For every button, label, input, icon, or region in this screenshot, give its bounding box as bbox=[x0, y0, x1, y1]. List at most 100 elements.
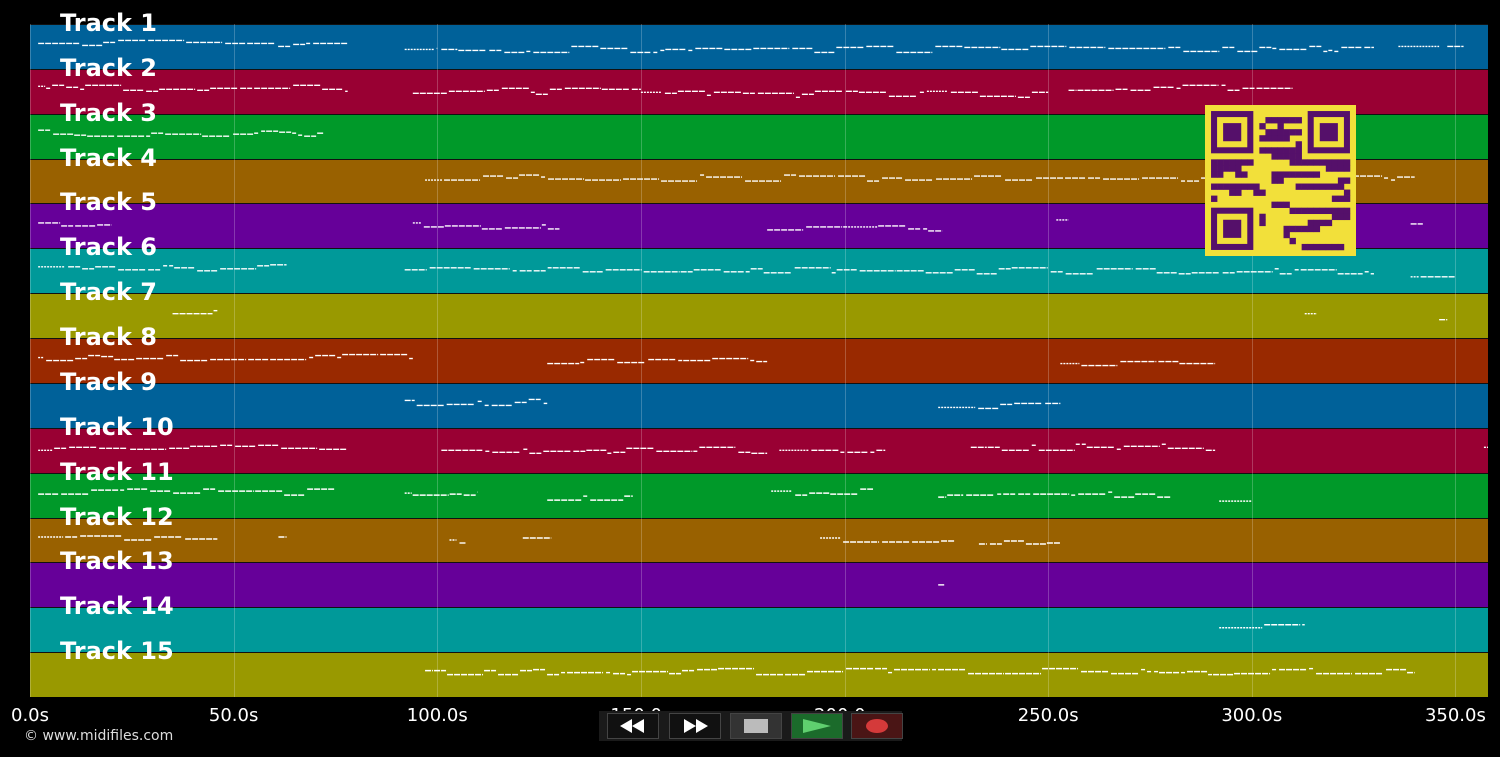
qr-module bbox=[1223, 123, 1242, 142]
track-lane[interactable] bbox=[30, 427, 1488, 473]
track-label: Track 1 bbox=[60, 9, 158, 37]
qr-module bbox=[1307, 183, 1315, 190]
qr-module bbox=[1343, 195, 1351, 202]
qr-module bbox=[1241, 183, 1248, 190]
qr-module bbox=[1259, 135, 1266, 142]
qr-module bbox=[1247, 159, 1254, 166]
qr-module bbox=[1217, 159, 1224, 166]
qr-module bbox=[1241, 171, 1248, 178]
grid-line bbox=[1048, 24, 1050, 697]
track-label: Track 14 bbox=[60, 592, 174, 621]
qr-module bbox=[1295, 153, 1302, 160]
qr-module bbox=[1295, 207, 1302, 215]
qr-module bbox=[1313, 171, 1321, 178]
track-lane[interactable] bbox=[30, 293, 1488, 339]
qr-module bbox=[1307, 219, 1315, 227]
grid-line bbox=[437, 24, 439, 697]
qr-module bbox=[1289, 207, 1296, 215]
grid-line bbox=[30, 24, 31, 697]
qr-module bbox=[1277, 153, 1284, 160]
qr-module bbox=[1229, 159, 1236, 166]
qr-module bbox=[1235, 159, 1242, 166]
qr-module bbox=[1217, 183, 1224, 190]
qr-module bbox=[1325, 243, 1333, 251]
grid-line bbox=[640, 24, 642, 697]
fast-forward-icon bbox=[684, 719, 708, 733]
qr-module bbox=[1229, 189, 1236, 196]
track-label: Track 10 bbox=[60, 412, 174, 441]
qr-module bbox=[1211, 171, 1218, 178]
qr-module bbox=[1307, 171, 1315, 178]
fast-forward-button[interactable] bbox=[669, 713, 721, 739]
qr-module bbox=[1259, 213, 1266, 221]
qr-module bbox=[1343, 165, 1351, 172]
qr-module bbox=[1325, 159, 1333, 166]
qr-module bbox=[1289, 153, 1296, 160]
track-lane[interactable] bbox=[30, 562, 1488, 608]
qr-module bbox=[1217, 165, 1224, 172]
playback-controls bbox=[599, 711, 903, 741]
qr-module bbox=[1295, 225, 1302, 233]
qr-module bbox=[1307, 159, 1315, 166]
qr-module bbox=[1265, 147, 1272, 154]
track-lane[interactable] bbox=[30, 472, 1488, 518]
qr-module bbox=[1289, 147, 1296, 154]
qr-module bbox=[1301, 159, 1308, 166]
tick-label: 250.0s bbox=[1017, 705, 1079, 726]
qr-module bbox=[1319, 159, 1327, 166]
tick-label: 0.0s bbox=[10, 705, 50, 726]
qr-module bbox=[1259, 123, 1266, 130]
qr-module bbox=[1307, 243, 1315, 251]
track-lane[interactable] bbox=[30, 382, 1488, 428]
qr-module bbox=[1289, 129, 1296, 136]
rewind-button[interactable] bbox=[607, 713, 659, 739]
qr-module bbox=[1229, 165, 1236, 172]
record-button[interactable] bbox=[851, 713, 903, 739]
tick-label: 100.0s bbox=[406, 705, 468, 726]
qr-module bbox=[1283, 117, 1290, 124]
qr-module bbox=[1301, 243, 1308, 251]
track-lane[interactable] bbox=[30, 517, 1488, 563]
play-button[interactable] bbox=[791, 713, 843, 739]
qr-module bbox=[1295, 147, 1302, 154]
qr-module bbox=[1235, 165, 1242, 172]
qr-module bbox=[1271, 171, 1278, 178]
qr-module bbox=[1271, 177, 1278, 184]
qr-module bbox=[1253, 183, 1260, 190]
qr-module bbox=[1301, 207, 1308, 215]
qr-module bbox=[1235, 171, 1242, 178]
qr-module bbox=[1265, 135, 1272, 142]
qr-module bbox=[1319, 183, 1327, 190]
qr-module bbox=[1313, 207, 1321, 215]
qr-module bbox=[1331, 207, 1339, 215]
qr-module bbox=[1319, 219, 1327, 227]
qr-module bbox=[1343, 189, 1351, 196]
qr-module bbox=[1211, 165, 1218, 172]
qr-module bbox=[1343, 207, 1351, 215]
qr-module bbox=[1313, 225, 1321, 233]
tick-label: 300.0s bbox=[1221, 705, 1283, 726]
track-label: Track 11 bbox=[60, 457, 174, 486]
track-label: Track 9 bbox=[60, 367, 158, 396]
qr-module bbox=[1271, 201, 1278, 208]
qr-module bbox=[1277, 171, 1284, 178]
stop-button[interactable] bbox=[730, 713, 782, 739]
note-layer bbox=[38, 39, 1488, 676]
track-label: Track 3 bbox=[60, 98, 158, 127]
play-icon bbox=[803, 719, 831, 733]
qr-module bbox=[1313, 243, 1321, 251]
qr-module bbox=[1337, 213, 1345, 221]
qr-module bbox=[1325, 183, 1333, 190]
qr-module bbox=[1289, 237, 1296, 245]
track-lane[interactable] bbox=[30, 607, 1488, 653]
qr-module bbox=[1301, 225, 1308, 233]
qr-module bbox=[1211, 159, 1218, 166]
qr-module bbox=[1337, 243, 1345, 251]
qr-module bbox=[1265, 129, 1272, 136]
qr-module bbox=[1319, 123, 1338, 142]
track-lane[interactable] bbox=[30, 24, 1488, 69]
qr-module bbox=[1325, 207, 1333, 215]
qr-module bbox=[1337, 159, 1345, 166]
qr-module bbox=[1295, 141, 1302, 148]
track-lane[interactable] bbox=[30, 338, 1488, 383]
